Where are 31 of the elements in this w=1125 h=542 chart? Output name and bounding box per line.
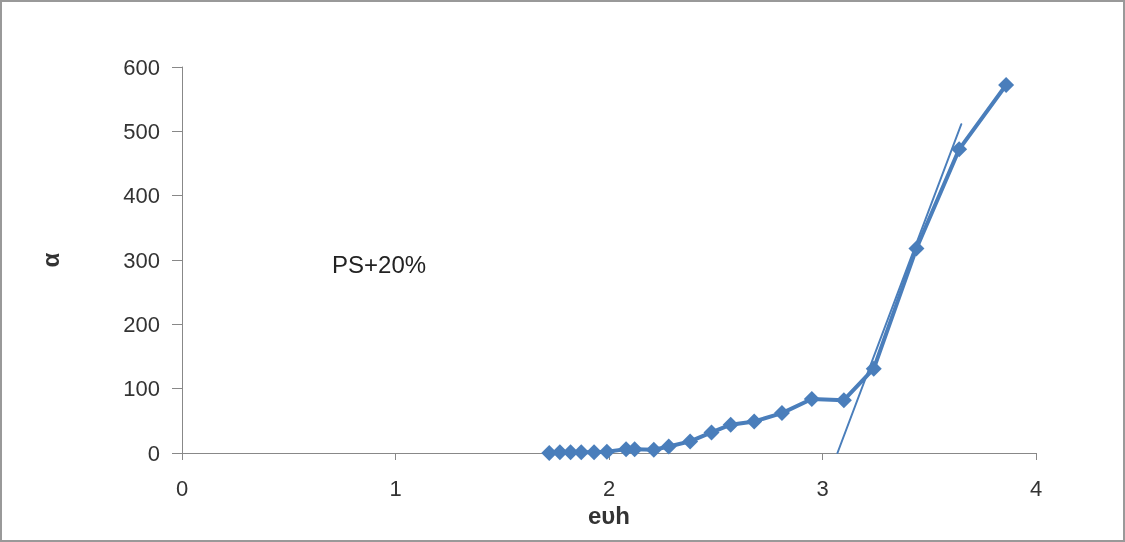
y-tick-label: 400 [123,183,160,209]
x-axis-title: eυh [588,502,630,530]
annotation: PS+20% [332,250,427,278]
x-tick-label: 0 [175,475,189,501]
point [645,441,662,458]
x-tick-label: 3 [816,475,829,501]
point [773,405,790,422]
y-axis-title: α [36,252,64,268]
x-tick-label: 2 [602,475,616,501]
point [998,77,1015,94]
point [803,390,820,407]
point [746,413,763,430]
point [660,438,677,455]
y-tick-label: 600 [123,54,160,80]
point [722,416,739,433]
y-tick-label: 500 [123,118,160,144]
x-tick-label: 1 [389,475,402,501]
point [908,240,925,257]
point [573,444,590,461]
point [586,444,603,461]
point [682,433,699,450]
point [865,360,882,377]
y-tick-label: 300 [123,247,160,273]
point [703,424,720,441]
x-tick-label: 4 [1029,475,1043,501]
y-tick-label: 200 [123,311,160,337]
y-tick-label: 100 [123,376,160,402]
point [835,392,852,409]
y-tick-label: 0 [147,440,160,466]
point [951,141,968,158]
point [598,443,615,460]
